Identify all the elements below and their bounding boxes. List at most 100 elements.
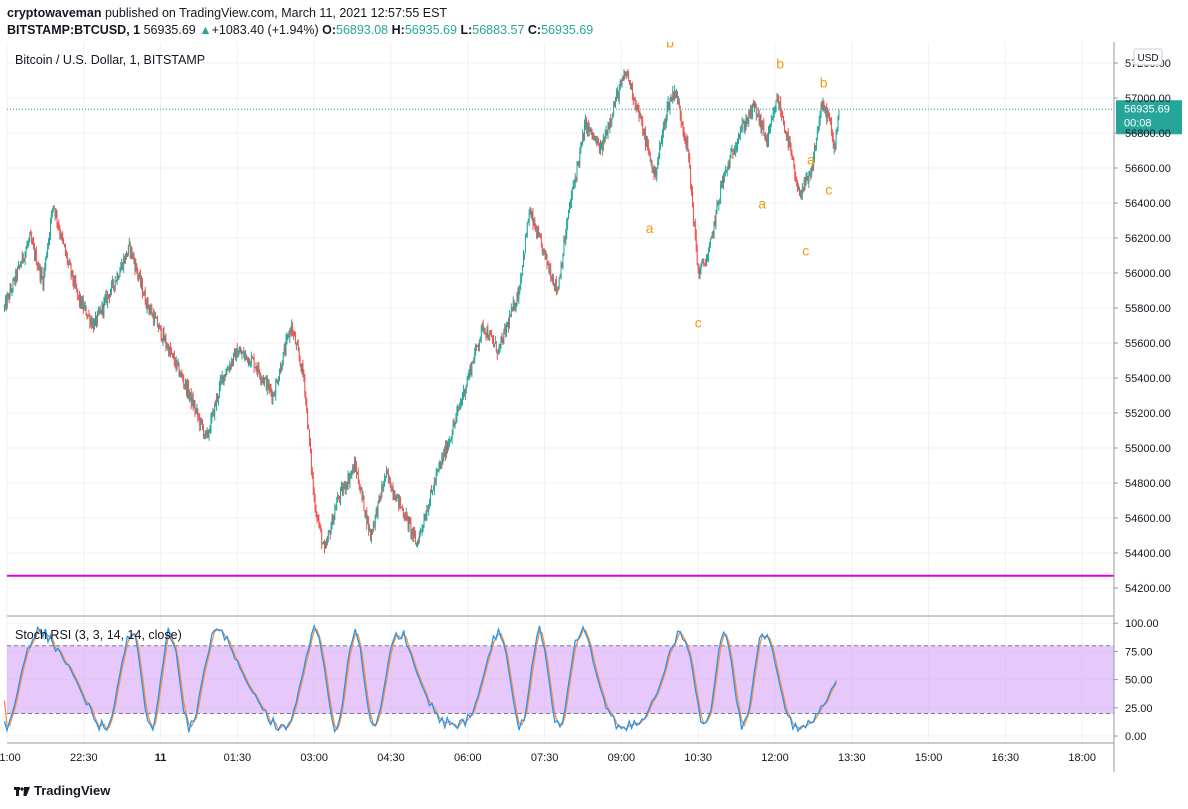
- candle-body: [114, 281, 116, 288]
- open-label: O:: [322, 23, 336, 37]
- candle-body: [213, 410, 215, 417]
- candle-body: [19, 265, 21, 267]
- candle-body: [139, 274, 141, 277]
- candle-body: [597, 140, 599, 145]
- candle-body: [438, 466, 440, 469]
- candle-body: [619, 83, 621, 88]
- candle-body: [448, 444, 449, 447]
- candle-body: [831, 122, 832, 134]
- candle-body: [798, 188, 799, 191]
- ohlc-line: BITSTAMP:BTCUSD, 1 56935.69 ▲+1083.40 (+…: [7, 23, 593, 37]
- candle-body: [81, 296, 82, 308]
- candle-body: [357, 473, 359, 483]
- candle-body: [803, 180, 805, 190]
- candle-body: [385, 476, 386, 478]
- candle-body: [380, 496, 382, 498]
- candle-body: [296, 343, 298, 346]
- candle-body: [123, 258, 125, 270]
- candle-body: [494, 341, 496, 344]
- candle-body: [250, 356, 252, 365]
- candle-body: [611, 118, 613, 122]
- candle-body: [62, 234, 64, 240]
- candle-body: [599, 144, 600, 153]
- candle-body: [833, 144, 835, 149]
- candle-body: [241, 353, 243, 355]
- candle-body: [636, 104, 638, 110]
- candle-body: [259, 372, 261, 377]
- candle-body: [45, 257, 47, 267]
- candle-body: [818, 119, 820, 129]
- candle-body: [83, 306, 85, 310]
- candle-body: [781, 113, 783, 117]
- candle-body: [322, 543, 324, 545]
- candle-body: [506, 325, 508, 333]
- candle-body: [739, 131, 741, 135]
- published-text: published on TradingView.com, March 11, …: [101, 6, 448, 20]
- candle-body: [495, 341, 497, 352]
- currency-badge[interactable]: USD: [1133, 48, 1163, 66]
- candle-body: [57, 222, 59, 226]
- candle-body: [717, 203, 719, 205]
- candle-body: [531, 214, 533, 216]
- candle-body: [193, 404, 195, 408]
- candle-body: [21, 253, 23, 264]
- candle-body: [496, 351, 498, 354]
- candle-body: [67, 262, 69, 264]
- candle-body: [18, 265, 19, 269]
- candle-body: [743, 122, 745, 130]
- candle-body: [647, 140, 648, 146]
- candle-body: [352, 466, 354, 473]
- candle-body: [173, 355, 175, 363]
- candle-body: [607, 126, 609, 136]
- candle-body: [9, 288, 11, 299]
- candle-body: [39, 265, 41, 279]
- candle-body: [623, 74, 625, 80]
- candle-body: [236, 348, 238, 358]
- candle-body: [761, 123, 763, 130]
- candle-body: [656, 169, 658, 176]
- candle-body: [659, 146, 661, 156]
- candle-body: [182, 375, 184, 381]
- candle-body: [103, 300, 105, 313]
- close-value: 56935.69: [541, 23, 594, 37]
- candle-body: [181, 372, 183, 376]
- candle-body: [220, 378, 222, 380]
- candle-body: [201, 418, 202, 424]
- candle-body: [142, 281, 143, 295]
- last-price-badge: [1116, 100, 1182, 135]
- candle-body: [513, 302, 515, 310]
- price-tick-label: 54800.00: [1125, 478, 1171, 490]
- author-name[interactable]: cryptowaveman: [7, 6, 102, 20]
- candle-body: [641, 118, 643, 121]
- candle-body: [402, 506, 403, 511]
- stoch-tick-label: 50.00: [1125, 675, 1153, 687]
- candle-body: [387, 470, 388, 474]
- candle-body: [735, 147, 737, 151]
- candle-body: [497, 348, 499, 354]
- candle-body: [451, 434, 453, 439]
- tradingview-brand[interactable]: TradingView: [14, 783, 110, 798]
- candle-body: [699, 270, 701, 276]
- candle-body: [769, 130, 770, 132]
- candle-body: [72, 270, 74, 282]
- candle-body: [646, 140, 647, 147]
- candle-body: [147, 298, 149, 307]
- candle-body: [256, 368, 258, 372]
- price-tick-label: 54400.00: [1125, 548, 1171, 560]
- price-tick-label: 56600.00: [1125, 163, 1171, 175]
- candle-body: [512, 302, 514, 309]
- candle-body: [48, 239, 49, 248]
- candle-body: [118, 276, 120, 279]
- candle-body: [777, 97, 779, 101]
- time-tick-label: 06:00: [454, 752, 482, 764]
- candle-body: [433, 481, 435, 490]
- candle-body: [572, 185, 574, 189]
- candle-body: [16, 271, 18, 278]
- candle-body: [568, 209, 569, 219]
- price-tick-label: 55200.00: [1125, 408, 1171, 420]
- candle-body: [112, 280, 114, 286]
- candle-body: [92, 321, 94, 327]
- candle-body: [17, 268, 18, 278]
